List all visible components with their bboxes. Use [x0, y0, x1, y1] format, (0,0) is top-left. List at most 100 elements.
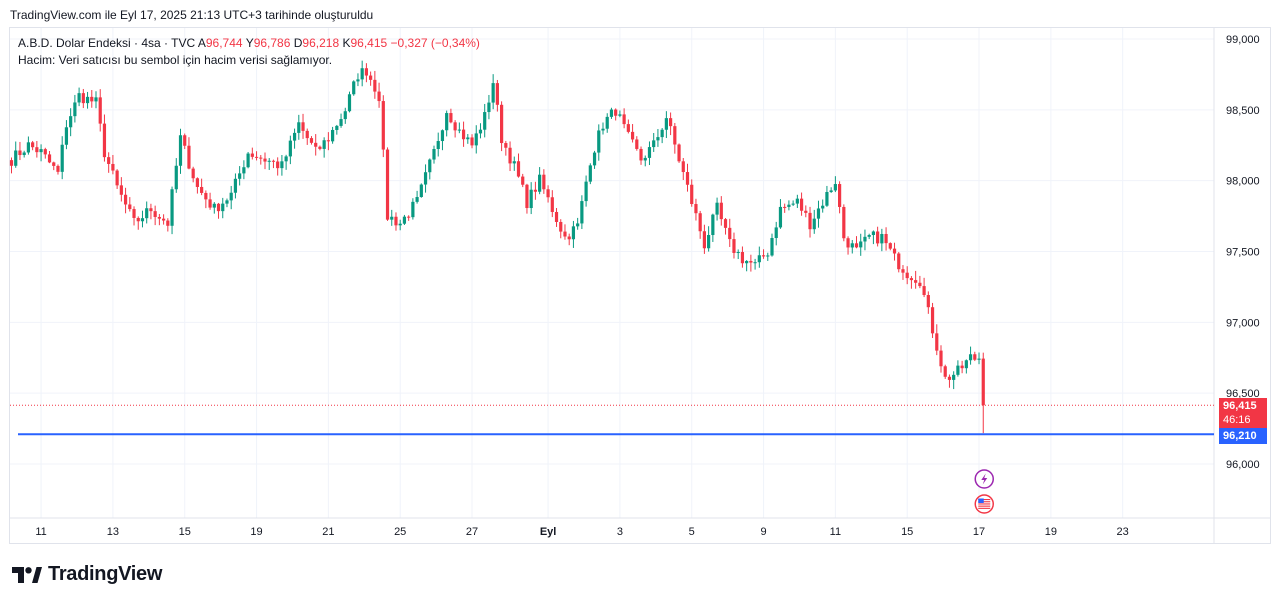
- candle-body: [411, 201, 415, 218]
- candle-body: [926, 295, 930, 308]
- candle-body: [538, 174, 542, 192]
- candle-body: [690, 184, 694, 205]
- candle-body: [390, 216, 394, 220]
- candle-body: [56, 165, 60, 172]
- candle-body: [588, 165, 592, 182]
- candle-body: [183, 135, 187, 146]
- candle-body: [322, 140, 326, 149]
- candle-body: [664, 118, 668, 130]
- x-tick-label: 23: [1117, 526, 1129, 538]
- candle-body: [259, 157, 263, 159]
- candle-body: [491, 83, 495, 103]
- candle-body: [512, 161, 516, 164]
- candle-body: [263, 158, 267, 162]
- candle-body: [935, 333, 939, 351]
- candle-body: [166, 220, 170, 226]
- high-value: 96,786: [253, 36, 291, 50]
- candle-body: [85, 96, 90, 104]
- candle-body: [846, 238, 850, 248]
- candle-body: [102, 123, 107, 158]
- symbol-label[interactable]: A.B.D. Dolar Endeksi · 4sa · TVC: [18, 36, 196, 50]
- candle-body: [149, 208, 153, 212]
- candle-body: [554, 211, 559, 222]
- candle-body: [26, 142, 30, 153]
- candle-body: [47, 154, 52, 163]
- candle-body: [715, 202, 719, 215]
- x-tick-label: 17: [973, 526, 985, 538]
- candle-body: [128, 204, 132, 210]
- candle-body: [140, 218, 145, 222]
- candle-body: [157, 216, 161, 219]
- candle-body: [461, 129, 466, 140]
- candle-body: [787, 204, 791, 207]
- x-tick-label: 11: [35, 526, 46, 538]
- candle-body: [753, 262, 757, 264]
- candle-body: [892, 248, 897, 254]
- candle-body: [533, 189, 537, 192]
- candle-body: [825, 191, 829, 206]
- candle-body: [728, 227, 732, 240]
- bar-countdown: 46:16: [1223, 414, 1251, 426]
- candle-body: [854, 243, 859, 248]
- candle-body: [440, 130, 445, 142]
- candle-body: [474, 133, 478, 146]
- chart-grid: [10, 28, 1270, 543]
- last-price-value: 96,415: [1223, 400, 1257, 412]
- candle-body: [736, 252, 740, 254]
- x-tick-label: 13: [107, 526, 119, 538]
- candle-body: [681, 161, 685, 173]
- candle-body: [559, 221, 563, 232]
- candle-body: [829, 190, 833, 192]
- candle-body: [73, 102, 77, 117]
- chart-frame: [9, 27, 1271, 544]
- candle-body: [930, 307, 935, 334]
- candle-body: [60, 144, 64, 172]
- candle-body: [254, 156, 259, 158]
- candle-body: [592, 152, 597, 166]
- candle-body: [816, 208, 821, 219]
- candle-body: [516, 161, 521, 177]
- tradingview-logo-icon: [12, 566, 42, 583]
- candle-body: [774, 227, 778, 239]
- candle-body: [500, 104, 504, 144]
- candle-body: [960, 365, 964, 369]
- candle-body: [52, 162, 56, 166]
- candle-body: [745, 260, 749, 264]
- lightning-event-icon: [974, 469, 994, 489]
- candle-body: [276, 161, 280, 169]
- candle-body: [191, 168, 195, 179]
- y-tick-label: 98,500: [1226, 105, 1260, 117]
- candle-body: [922, 286, 926, 296]
- candle-body: [77, 93, 81, 103]
- y-tick-label: 99,000: [1226, 34, 1260, 46]
- us-flag-event-icon: [974, 494, 994, 514]
- candle-body: [952, 374, 956, 380]
- candle-body: [563, 231, 567, 237]
- candle-body: [432, 149, 436, 160]
- candle-body: [647, 147, 652, 158]
- x-tick-label: 19: [250, 526, 262, 538]
- candle-body: [478, 129, 483, 134]
- candle-body: [204, 192, 208, 200]
- candle-body: [550, 197, 554, 212]
- high-key: Y: [245, 36, 254, 50]
- candle-body: [508, 147, 512, 164]
- candle-body: [115, 170, 119, 186]
- candle-body: [880, 233, 884, 244]
- close-value: 96,415: [350, 36, 388, 50]
- candle-body: [457, 129, 461, 131]
- x-tick-label: 11: [830, 526, 841, 538]
- candle-body: [145, 208, 149, 219]
- candle-body: [436, 141, 440, 150]
- candle-body: [732, 239, 736, 253]
- candle-body: [914, 280, 918, 283]
- candle-body: [660, 129, 664, 138]
- candle-body: [614, 109, 618, 116]
- candle-body: [711, 214, 715, 236]
- candle-body: [466, 137, 470, 140]
- candle-body: [618, 114, 622, 116]
- tradingview-logo[interactable]: TradingView: [12, 563, 162, 586]
- candle-body: [597, 130, 601, 153]
- candle-body: [977, 358, 981, 360]
